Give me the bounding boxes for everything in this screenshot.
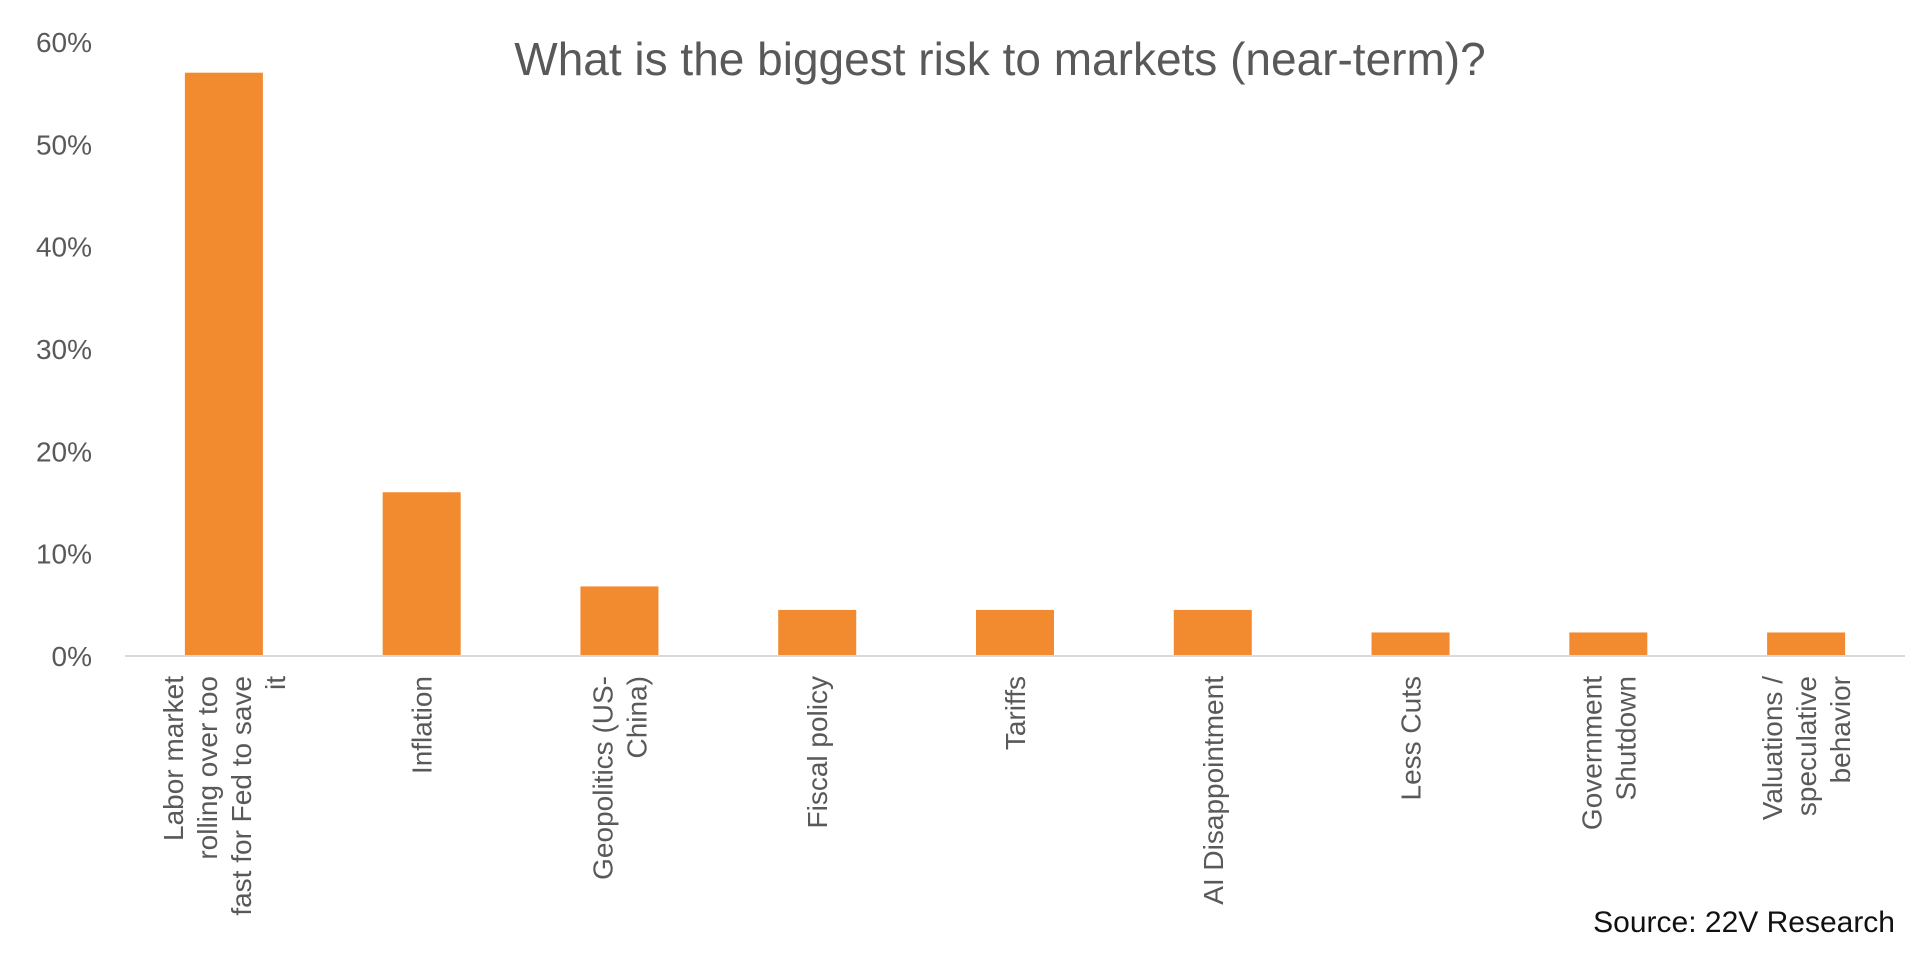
x-tick-label-line: Government (1576, 676, 1607, 830)
bar (1767, 632, 1846, 656)
x-tick-label-line: Geopolitics (US- (587, 676, 618, 880)
source-note: Source: 22V Research (1593, 906, 1895, 939)
x-tick-label-line: it (260, 676, 291, 690)
x-tick-label: AI Disappointment (1198, 676, 1229, 905)
x-tick-label-line: AI Disappointment (1198, 676, 1229, 905)
x-tick-label: Government Shutdown (1576, 676, 1641, 830)
y-tick-label: 60% (36, 27, 92, 58)
bar (580, 586, 659, 656)
x-tick-label-line: Less Cuts (1396, 676, 1427, 801)
bar (1173, 609, 1252, 656)
x-tick-label-line: Tariffs (1000, 676, 1031, 750)
x-tick-label-line: Inflation (407, 676, 438, 774)
chart-title: What is the biggest risk to markets (nea… (514, 33, 1485, 85)
x-tick-label: Geopolitics (US- China) (587, 676, 652, 880)
x-tick-label: Labor market rolling over too fast for Fed… (158, 676, 291, 916)
bar (1569, 632, 1648, 656)
x-tick-label: Less Cuts (1396, 676, 1427, 801)
x-tick-label-line: Labor market (158, 676, 189, 841)
x-tick-label-line: behavior (1825, 676, 1856, 783)
x-tick-label-line: speculative (1791, 676, 1822, 816)
x-tick-label-line: China) (621, 676, 652, 758)
x-tick-label-line: rolling over too (192, 676, 223, 860)
y-tick-label: 50% (36, 129, 92, 160)
x-tick-label-line: Fiscal policy (802, 676, 833, 828)
x-tick-label: Inflation (407, 676, 438, 774)
y-tick-label: 40% (36, 232, 92, 263)
bars (184, 72, 1846, 656)
y-tick-label: 20% (36, 436, 92, 467)
x-tick-label: Fiscal policy (802, 676, 833, 828)
bar (976, 609, 1054, 656)
x-tick-label-line: fast for Fed to save (226, 676, 257, 916)
x-tick-label: Tariffs (1000, 676, 1031, 750)
x-tick-label-line: Shutdown (1610, 676, 1641, 801)
x-axis: Labor market rolling over too fast for Fed… (158, 676, 1856, 916)
y-axis: 0% 10% 20% 30% 40% 50% 60% (36, 27, 92, 672)
bar (382, 492, 461, 656)
x-tick-label: Valuations / speculative behavior (1757, 676, 1856, 820)
y-tick-label: 30% (36, 334, 92, 365)
bar (1371, 632, 1450, 656)
y-tick-label: 0% (52, 641, 92, 672)
bar (778, 609, 857, 656)
x-tick-label-line: Valuations / (1757, 676, 1788, 820)
y-tick-label: 10% (36, 539, 92, 570)
bar (184, 72, 263, 656)
